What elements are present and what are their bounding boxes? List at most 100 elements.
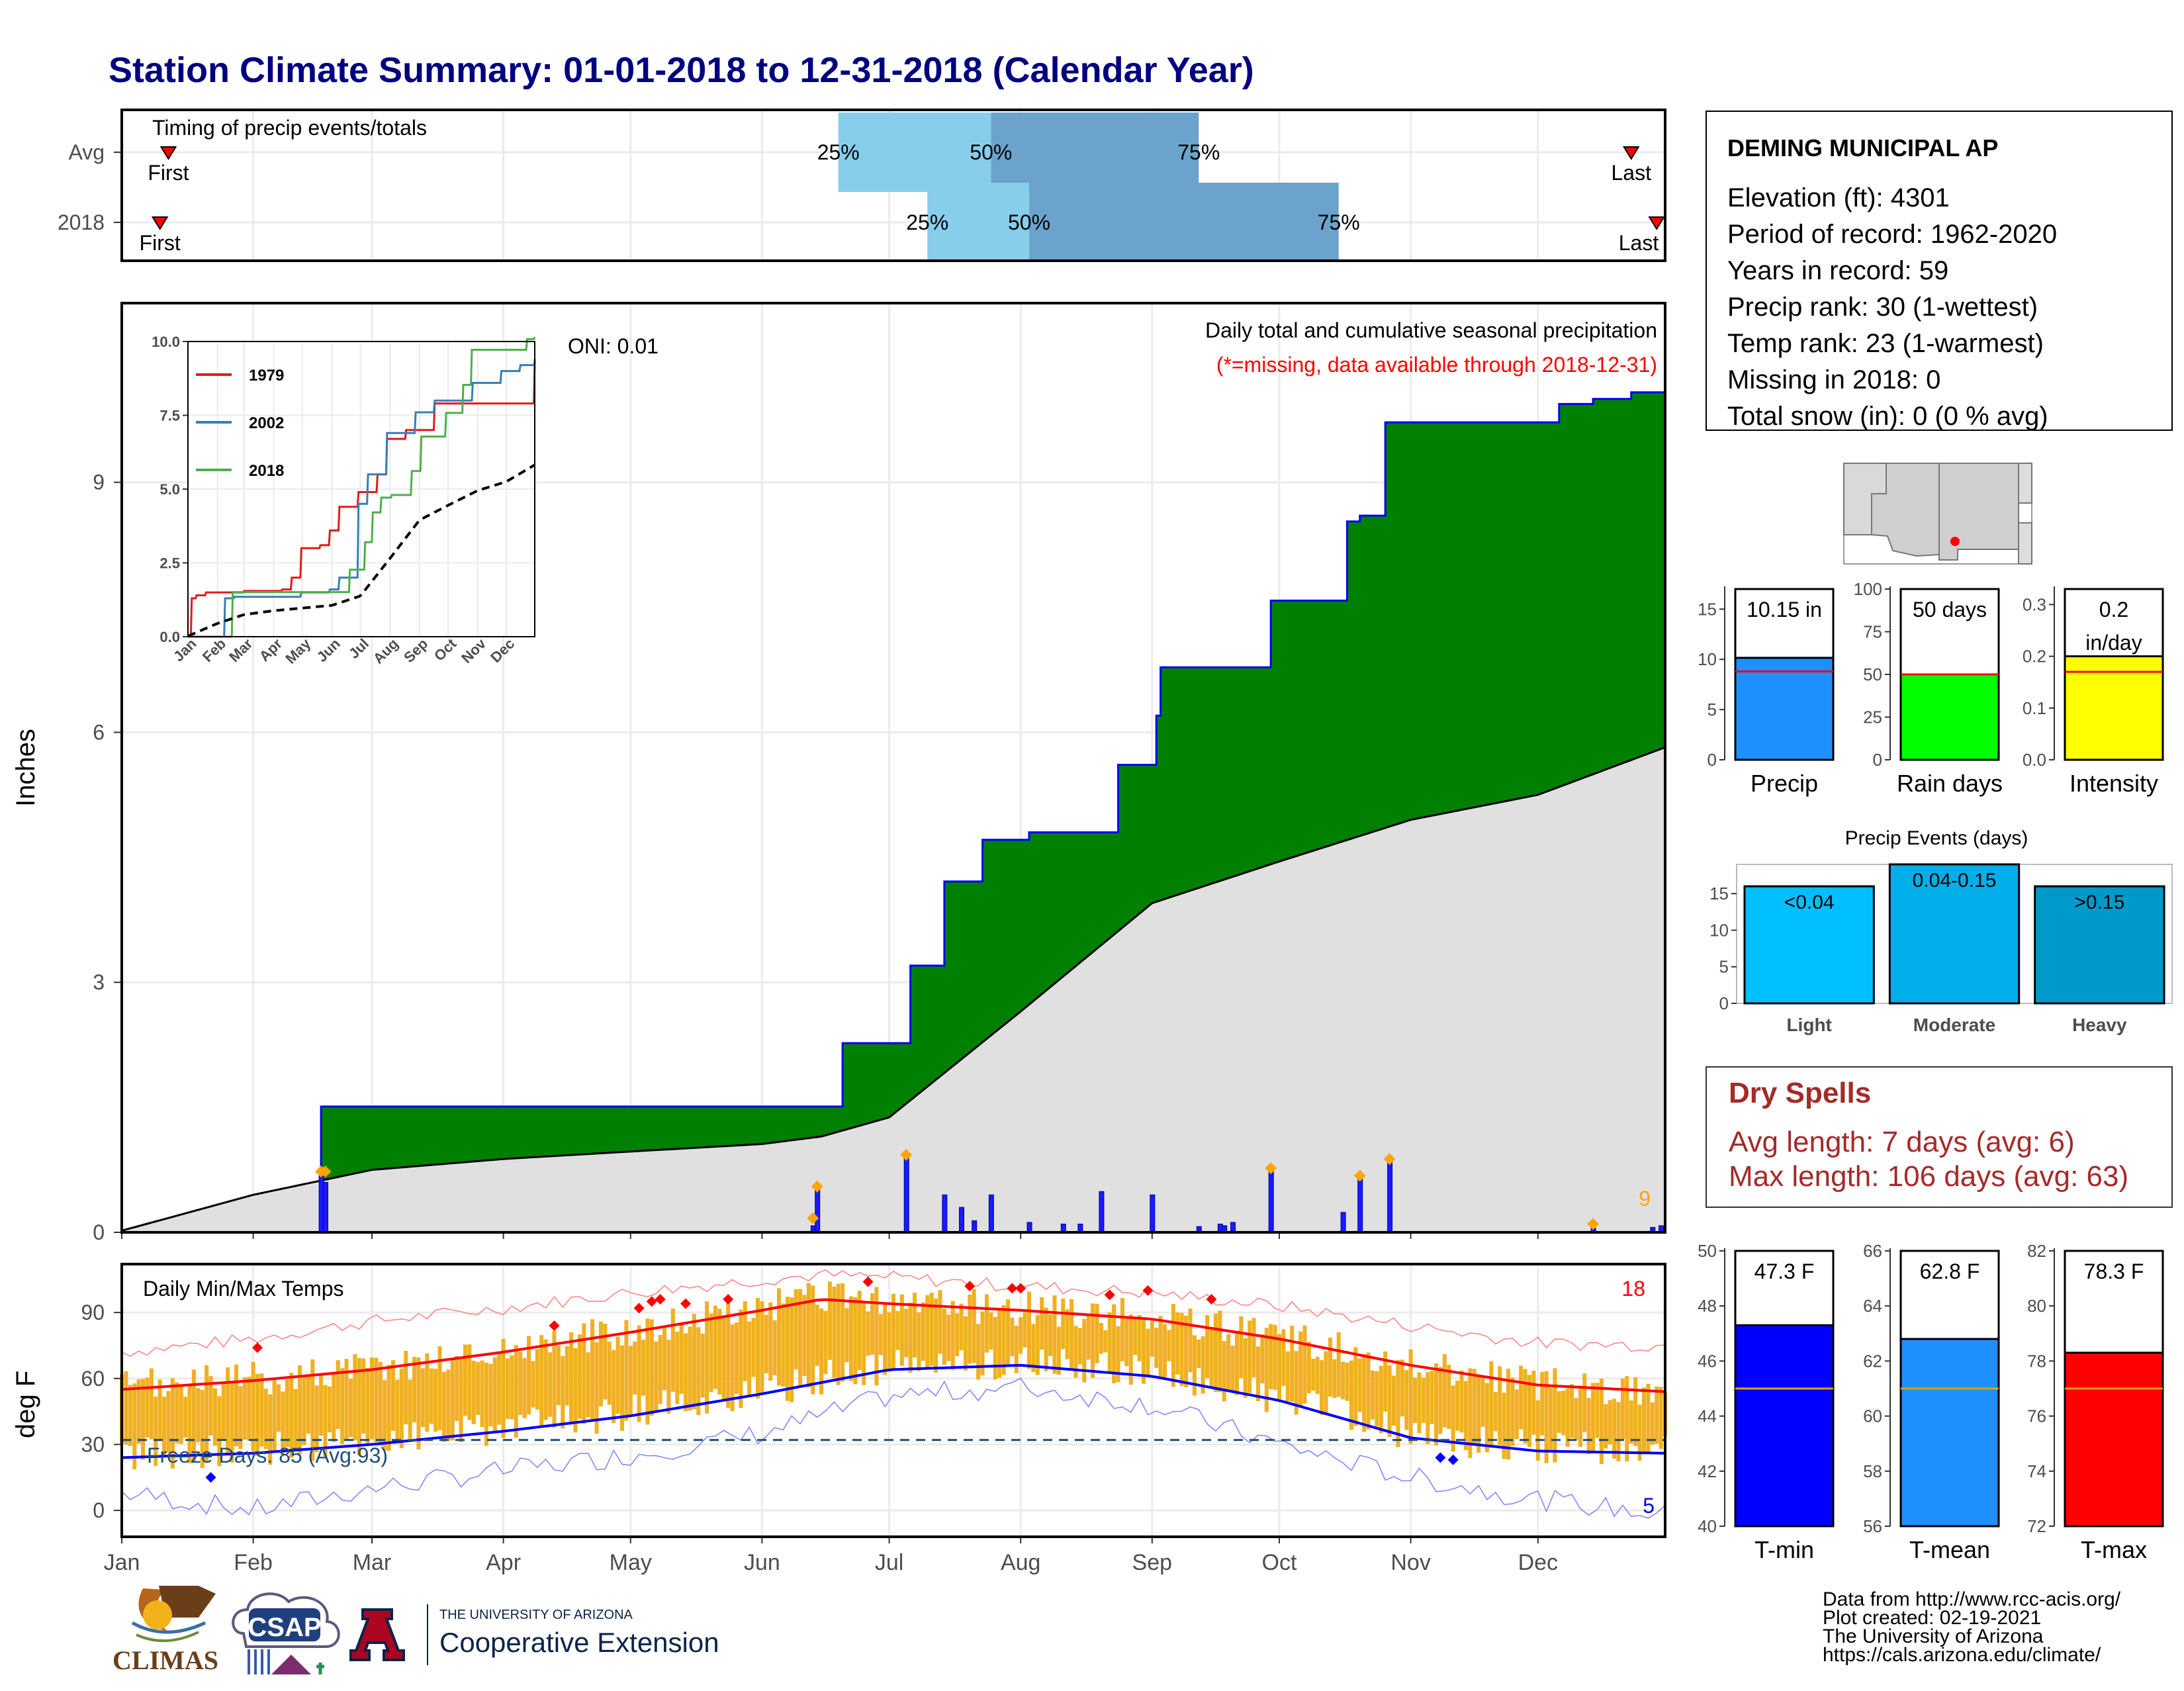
record-high-point: [1007, 1283, 1018, 1294]
record-high-point: [549, 1320, 560, 1332]
daily-temp-bar: [1133, 1319, 1138, 1355]
daily-temp-bar: [1324, 1351, 1328, 1416]
dry-spells-max: Max length: 106 days (avg: 63): [1729, 1160, 2128, 1193]
station-location-marker: [1950, 537, 1960, 546]
daily-temp-bar: [399, 1368, 404, 1449]
daily-temp-bar: [1413, 1377, 1418, 1424]
daily-temp-bar: [781, 1303, 786, 1387]
daily-temp-bar: [488, 1363, 493, 1427]
daily-temp-bar: [378, 1361, 383, 1446]
month-tick-label: Sep: [1132, 1550, 1173, 1575]
normal-min-line: [121, 1363, 1666, 1459]
record-max-line: [121, 1269, 1666, 1357]
daily-temp-bar: [455, 1355, 459, 1422]
daily-temp-bar: [862, 1301, 866, 1385]
summary-y-tick-label: 78: [2027, 1351, 2046, 1371]
daily-temp-bar: [387, 1365, 391, 1451]
daily-temp-bar: [1023, 1312, 1027, 1348]
daily-temp-bar: [1222, 1341, 1226, 1402]
daily-temp-bar: [1362, 1353, 1367, 1432]
daily-temp-bar: [242, 1377, 247, 1440]
daily-precip-bar: [1268, 1171, 1274, 1233]
summary-y-tick-label: 40: [1698, 1516, 1717, 1536]
daily-precip-bar: [1150, 1194, 1156, 1233]
daily-temp-bar: [357, 1357, 361, 1456]
summary-y-tick-label: 76: [2027, 1406, 2046, 1426]
daily-temp-bar: [336, 1360, 340, 1430]
daily-temp-bar: [183, 1396, 188, 1438]
daily-temp-bar: [662, 1325, 667, 1391]
daily-temp-bar: [1086, 1314, 1091, 1360]
daily-temp-bar: [586, 1352, 590, 1418]
daily-temp-bar: [1502, 1393, 1506, 1459]
daily-temp-bar: [319, 1373, 324, 1436]
daily-precip-bar: [988, 1194, 994, 1233]
inset-legend-label: 1979: [249, 367, 284, 385]
daily-temp-bar: [1044, 1307, 1048, 1371]
daily-precip-point: [319, 1165, 332, 1178]
dry-spells-box: [1706, 1066, 2173, 1208]
summary-y-tick-label: 100: [1854, 579, 1882, 599]
daily-temp-bar: [1281, 1329, 1286, 1386]
daily-precip-bar: [1230, 1222, 1236, 1233]
oni-label: ONI: 0.01: [568, 334, 659, 358]
daily-temp-bar: [467, 1344, 472, 1420]
daily-temp-bar: [768, 1303, 773, 1381]
daily-temp-bar: [1107, 1312, 1112, 1372]
precip-y-axis-label: Inches: [11, 729, 40, 807]
daily-temp-bar: [196, 1388, 201, 1443]
daily-temp-bar: [383, 1380, 387, 1451]
daily-temp-bar: [1239, 1316, 1244, 1378]
daily-temp-bar: [891, 1293, 895, 1371]
daily-temp-bar: [976, 1324, 981, 1380]
daily-temp-bar: [230, 1381, 234, 1463]
ua-logo-small-text: THE UNIVERSITY OF ARIZONA: [439, 1608, 633, 1622]
daily-temp-bar: [251, 1361, 255, 1451]
daily-temp-bar: [510, 1355, 514, 1420]
daily-temp-bar: [1091, 1303, 1095, 1378]
daily-temp-bar: [1273, 1324, 1277, 1390]
info-line-temp-rank: Temp rank: 23 (1-warmest): [1727, 329, 2044, 358]
daily-temp-bar: [1442, 1353, 1447, 1428]
credit-university: The University of Arizona: [1823, 1625, 2044, 1647]
daily-temp-bar: [1650, 1402, 1655, 1445]
daily-temp-bar: [501, 1338, 506, 1438]
summary-y-tick-label: 10: [1698, 649, 1717, 669]
daily-temp-bar: [404, 1351, 408, 1425]
credit-data-source: Data from http://www.rcc-acis.org/: [1823, 1588, 2121, 1610]
summary-y-tick-label: 46: [1698, 1351, 1717, 1371]
daily-temp-bar: [1120, 1298, 1124, 1361]
summary-value-label-summary_precip: 10.15 in: [1747, 598, 1822, 621]
daily-temp-bar: [1201, 1336, 1205, 1394]
daily-temp-bar: [603, 1324, 608, 1400]
daily-temp-bar: [811, 1285, 815, 1394]
timing-panel-label: Timing of precip events/totals: [152, 116, 427, 140]
daily-temp-bar: [1459, 1370, 1464, 1433]
daily-temp-bar: [1498, 1366, 1502, 1445]
daily-temp-bar: [637, 1325, 641, 1422]
timing-label-75: 75%: [1177, 140, 1220, 164]
daily-temp-bar: [569, 1332, 574, 1422]
daily-temp-bar: [649, 1319, 654, 1416]
daily-temp-bar: [1421, 1377, 1426, 1423]
daily-temp-bar: [700, 1333, 705, 1398]
daily-temp-bar: [934, 1299, 938, 1373]
daily-temp-bar: [790, 1297, 794, 1402]
daily-temp-bar: [972, 1289, 976, 1363]
daily-temp-bar: [234, 1364, 238, 1447]
daily-temp-bar: [1400, 1359, 1404, 1417]
precip-events-y-tick-label: 10: [1709, 920, 1729, 940]
daily-temp-bar: [1506, 1369, 1510, 1460]
daily-precip-bar: [1340, 1212, 1346, 1233]
precip-events-bar: [1743, 885, 1875, 1005]
summary-bar-summary_tmin: [1734, 1324, 1835, 1528]
timing-row-label: 2018: [58, 210, 105, 234]
precip-events-category-label: Light: [1786, 1015, 1831, 1035]
daily-temp-bar: [1426, 1372, 1430, 1444]
daily-temp-bar: [391, 1360, 396, 1432]
daily-temp-bar: [883, 1304, 887, 1375]
daily-temp-bar: [1455, 1381, 1460, 1431]
daily-temp-bar: [1451, 1385, 1455, 1452]
daily-temp-bar: [298, 1365, 302, 1454]
